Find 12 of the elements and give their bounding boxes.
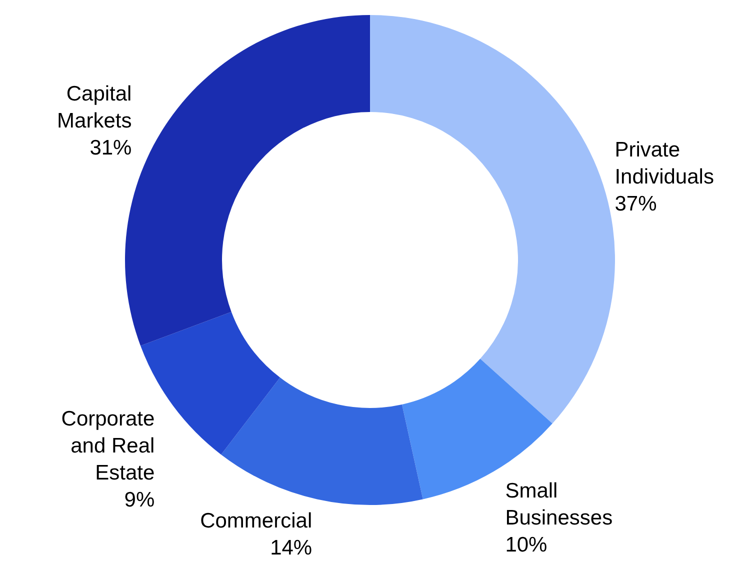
donut-slice [370,15,615,424]
data-label: 31% [90,136,132,160]
donut-slice [221,378,423,505]
data-label: 10% [505,533,548,556]
slice-label: Small Businesses [505,479,613,530]
data-label: 9% [124,488,155,512]
slice-label: Capital Markets [57,82,132,133]
slice-label: Corporate and Real Estate [61,408,155,485]
slice-label: Private Individuals [614,138,714,189]
slice-label: Commercial [200,510,312,533]
data-label: 14% [270,536,312,560]
data-label: 37% [614,192,657,216]
